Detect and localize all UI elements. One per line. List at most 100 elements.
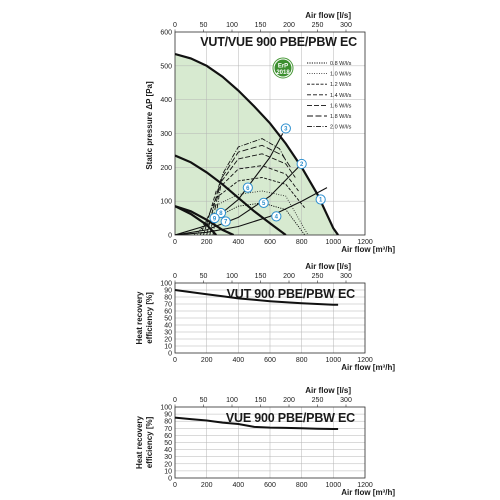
x2-tick-label: 250 — [312, 273, 324, 280]
x2-tick-label: 0 — [173, 397, 177, 404]
efficiency-curve — [174, 289, 339, 306]
y-axis-title: Static pressure ΔP [Pa] — [145, 81, 154, 170]
x-axis-title: Air flow [m³/h] — [341, 363, 395, 372]
fan-curve — [175, 205, 235, 235]
fan-curve — [175, 205, 218, 235]
system-curve — [175, 133, 284, 235]
operating-point-label: 4 — [275, 215, 279, 221]
y-tick-label: 90 — [164, 412, 172, 419]
x2-tick-label: 100 — [226, 22, 238, 29]
y-tick-label: 40 — [164, 323, 172, 330]
chart-title: VUT 900 PBE/PBW EC — [227, 287, 356, 301]
x-tick-label: 800 — [296, 239, 308, 246]
x-tick-label: 600 — [264, 482, 276, 489]
x-tick-label: 1200 — [357, 357, 373, 364]
y-axis-title-line: Heat recovery — [135, 415, 144, 468]
y-tick-label: 100 — [160, 281, 172, 288]
y-tick-label: 600 — [160, 30, 172, 37]
legend-label: 2.0 W/l/s — [330, 125, 352, 131]
x-tick-label: 200 — [201, 482, 213, 489]
y-axis-title: Heat recoveryefficiency [%] — [135, 415, 154, 468]
erp-badge-label: ErP — [278, 64, 288, 70]
x-tick-label: 800 — [296, 357, 308, 364]
operating-point-label: 9 — [213, 216, 217, 222]
y-axis-title-line: efficiency [%] — [145, 416, 154, 468]
chart-title: VUT/VUE 900 PBE/PBW EC — [200, 35, 357, 49]
efficiency-curve — [174, 416, 339, 430]
operating-point-marker — [242, 182, 253, 193]
y-tick-label: 20 — [164, 337, 172, 344]
y-tick-label: 500 — [160, 63, 172, 70]
operating-point-label: 8 — [219, 211, 223, 217]
x-tick-label: 200 — [201, 239, 213, 246]
x-tick-label: 1200 — [357, 239, 373, 246]
x2-tick-label: 250 — [312, 397, 324, 404]
y-tick-label: 60 — [164, 309, 172, 316]
x2-tick-label: 50 — [200, 22, 208, 29]
x-tick-label: 1000 — [326, 482, 342, 489]
operating-point-label: 7 — [224, 220, 228, 226]
y-tick-label: 20 — [164, 461, 172, 468]
x-tick-label: 400 — [232, 357, 244, 364]
x-tick-label: 200 — [201, 357, 213, 364]
erp-badge-fill — [274, 59, 292, 77]
y-tick-label: 30 — [164, 330, 172, 337]
chart-3: 0 200 400 600 800 1000 1200 0 50 100 150 200 250 300 0… — [135, 386, 395, 497]
operating-area — [175, 54, 339, 235]
y-axis-title-line: efficiency [%] — [145, 292, 154, 344]
operating-point-marker — [209, 212, 220, 224]
operating-point-label: 1 — [319, 198, 323, 204]
y-tick-label: 0 — [168, 351, 172, 358]
x2-tick-label: 200 — [283, 397, 295, 404]
sfp-curve — [199, 177, 306, 235]
x2-tick-label: 0 — [173, 273, 177, 280]
y-tick-label: 80 — [164, 419, 172, 426]
x2-tick-label: 200 — [283, 22, 295, 29]
y-tick-label: 70 — [164, 426, 172, 433]
y-tick-label: 100 — [160, 199, 172, 206]
operating-point-label: 3 — [284, 127, 288, 133]
plot-frame — [174, 406, 366, 479]
y-tick-label: 80 — [164, 295, 172, 302]
y-tick-label: 30 — [164, 454, 172, 461]
x2-tick-label: 250 — [312, 22, 324, 29]
x-tick-label: 0 — [173, 239, 177, 246]
x-tick-label: 400 — [232, 482, 244, 489]
operating-point-label: 6 — [246, 186, 250, 192]
y-tick-label: 300 — [160, 131, 172, 138]
sfp-curve — [206, 153, 296, 235]
x2-tick-label: 100 — [226, 397, 238, 404]
x2-tick-label: 300 — [340, 22, 352, 29]
operating-point-marker — [315, 194, 326, 205]
legend-label: 1.8 W/l/s — [330, 114, 352, 120]
x2-tick-label: 0 — [173, 22, 177, 29]
y-tick-label: 40 — [164, 447, 172, 454]
chart-2: 0 200 400 600 800 1000 1200 0 50 100 150 200 250 300 0… — [135, 262, 395, 372]
x-tick-label: 800 — [296, 482, 308, 489]
operating-point-marker — [296, 158, 307, 170]
legend-label: 1.0 W/l/s — [330, 72, 352, 78]
y-tick-label: 400 — [160, 97, 172, 104]
y-tick-label: 200 — [160, 165, 172, 172]
chart-title: VUE 900 PBE/PBW EC — [226, 411, 355, 425]
y-axis-title-line: Heat recovery — [135, 291, 144, 344]
plot-frame — [174, 31, 366, 236]
sfp-curve — [203, 165, 299, 235]
erp-badge-year: 2018 — [276, 70, 290, 76]
x2-tick-label: 150 — [255, 273, 267, 280]
sfp-curve — [212, 138, 287, 235]
operating-point-marker — [271, 211, 282, 222]
y-tick-label: 60 — [164, 433, 172, 440]
x-tick-label: 1200 — [357, 482, 373, 489]
x2-axis-title: Air flow [l/s] — [305, 262, 351, 271]
operating-point-marker — [258, 197, 269, 208]
operating-point-marker — [220, 216, 231, 227]
x-tick-label: 400 — [232, 239, 244, 246]
x2-axis-title: Air flow [l/s] — [305, 386, 351, 395]
legend-label: 0.8 W/l/s — [330, 61, 352, 67]
plot-frame — [174, 282, 366, 354]
x2-axis-title: Air flow [l/s] — [305, 11, 351, 20]
x2-tick-label: 100 — [226, 273, 238, 280]
